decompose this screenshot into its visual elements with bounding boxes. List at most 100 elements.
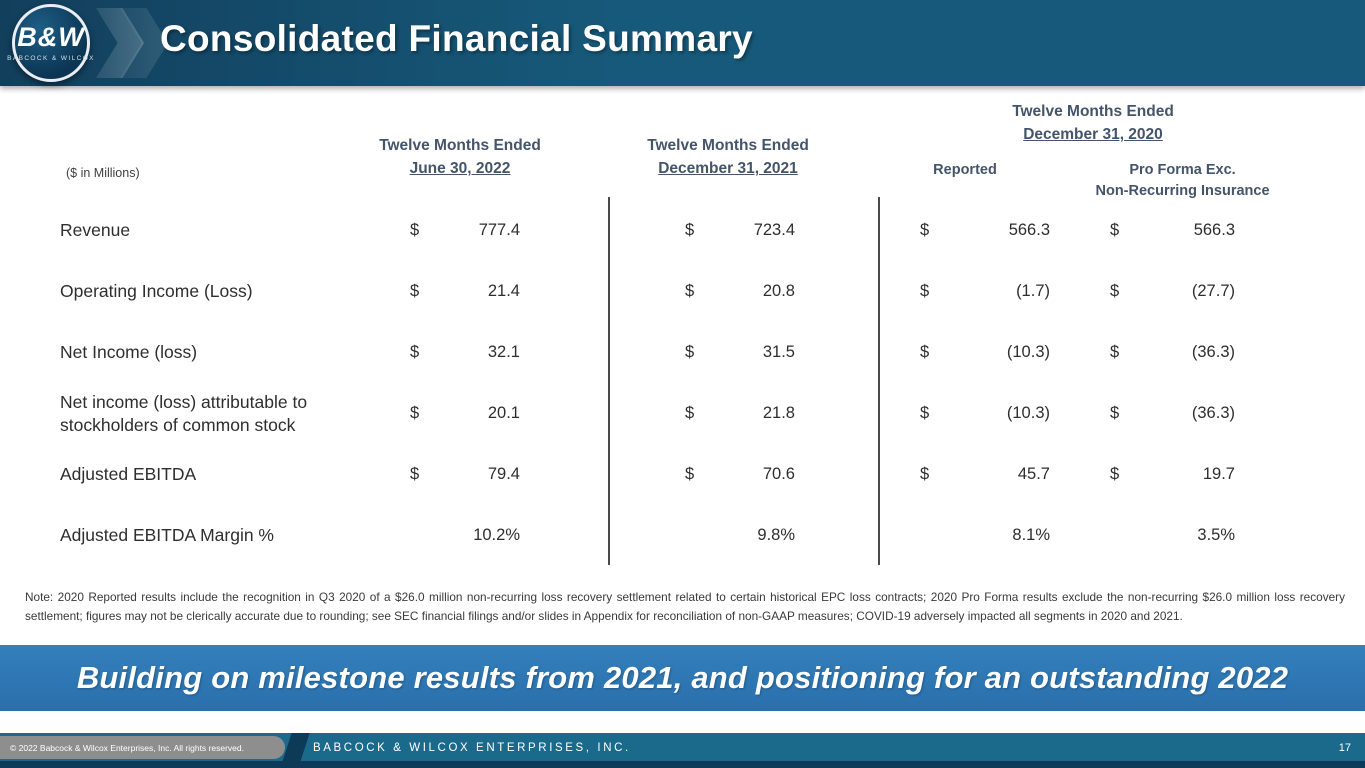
row-label: Adjusted EBITDA [60, 464, 197, 485]
row-label: Net income (loss) attributable to stockh… [60, 391, 308, 435]
money-cell: 9.8% [685, 526, 795, 545]
money-cell: $ (10.3) [920, 343, 1050, 362]
cell-value: 20.1 [487, 404, 520, 422]
table-row: Net income (loss) attributable to stockh… [60, 383, 1240, 444]
money-cell: $19.7 [1110, 465, 1235, 484]
cell-value: 19.7 [1202, 465, 1235, 483]
footer-notch [280, 733, 310, 768]
cell-value: (27.7) [1191, 282, 1235, 300]
money-cell: $20.8 [685, 282, 795, 301]
column-header-dec-2021: Twelve Months Ended December 31, 2021 [616, 134, 840, 181]
currency-symbol: $ [920, 282, 930, 300]
copyright-box: © 2022 Babcock & Wilcox Enterprises, Inc… [0, 736, 285, 759]
subcolumn-reported-label: Reported [933, 162, 997, 178]
currency-symbol: $ [920, 404, 930, 422]
money-cell: $ (10.3) [920, 404, 1050, 423]
cell-value: 566.3 [1193, 221, 1235, 239]
cell-value: 45.7 [1017, 465, 1050, 483]
money-cell: 3.5% [1110, 526, 1235, 545]
page-title: Consolidated Financial Summary [160, 18, 753, 59]
takeaway-banner: Building on milestone results from 2021,… [0, 645, 1365, 711]
row-label: Operating Income (Loss) [60, 281, 253, 302]
currency-symbol: $ [685, 465, 695, 483]
currency-symbol: $ [410, 404, 420, 422]
cell-value: 10.2% [473, 526, 520, 544]
money-cell: $32.1 [410, 343, 520, 362]
currency-symbol: $ [410, 221, 420, 239]
period-label: Twelve Months Ended [1012, 103, 1174, 120]
takeaway-banner-text: Building on milestone results from 2021,… [76, 660, 1289, 695]
table-row: Adjusted EBITDA $79.4 $70.6 $45.7 $19.7 [60, 444, 1240, 505]
currency-symbol: $ [1110, 404, 1120, 422]
column-header-dec-2020: Twelve Months Ended December 31, 2020 [968, 100, 1218, 147]
currency-symbol: $ [920, 343, 930, 361]
cell-value: 20.8 [762, 282, 795, 300]
footer-bar: © 2022 Babcock & Wilcox Enterprises, Inc… [0, 733, 1365, 768]
period-date: December 31, 2020 [1023, 126, 1163, 144]
cell-value: 21.8 [762, 404, 795, 422]
currency-symbol: $ [1110, 343, 1120, 361]
table-row: Adjusted EBITDA Margin % 10.2% 9.8% 8.1%… [60, 505, 1240, 566]
period-label: Twelve Months Ended [379, 137, 541, 154]
cell-value: 3.5% [1197, 526, 1235, 544]
currency-symbol: $ [410, 282, 420, 300]
company-logo: B&W BABCOCK & WILCOX [7, 4, 93, 82]
currency-symbol: $ [410, 465, 420, 483]
cell-value: 9.8% [757, 526, 795, 544]
money-cell: $21.4 [410, 282, 520, 301]
cell-value: 566.3 [1008, 221, 1050, 239]
cell-value: (10.3) [1006, 404, 1050, 422]
cell-value: (36.3) [1191, 404, 1235, 422]
table-row: Net Income (loss) $32.1 $31.5 $ (10.3) $ (… [60, 322, 1240, 383]
money-cell: $566.3 [920, 221, 1050, 240]
money-cell: $566.3 [1110, 221, 1235, 240]
column-divider [878, 197, 880, 565]
table-rows: Revenue $777.4 $723.4 $566.3 $566.3 Oper… [60, 200, 1240, 566]
units-label: ($ in Millions) [66, 166, 140, 180]
currency-symbol: $ [920, 221, 930, 239]
subcolumn-proforma-label: Pro Forma Exc. Non-Recurring Insurance [1075, 160, 1290, 202]
cell-value: 70.6 [762, 465, 795, 483]
row-label: Adjusted EBITDA Margin % [60, 525, 274, 546]
cell-value: 32.1 [487, 343, 520, 361]
page-number: 17 [1338, 742, 1351, 754]
money-cell: $45.7 [920, 465, 1050, 484]
currency-symbol: $ [685, 343, 695, 361]
cell-value: 79.4 [487, 465, 520, 483]
column-header-jun-2022: Twelve Months Ended June 30, 2022 [348, 134, 572, 181]
cell-value: 8.1% [1012, 526, 1050, 544]
money-cell: $ (1.7) [920, 282, 1050, 301]
cell-value: (1.7) [1016, 282, 1050, 300]
money-cell: $ (36.3) [1110, 404, 1235, 423]
currency-symbol: $ [1110, 282, 1120, 300]
row-label: Net Income (loss) [60, 342, 198, 363]
footnote: Note: 2020 Reported results include the … [25, 590, 1345, 623]
money-cell: $31.5 [685, 343, 795, 362]
currency-symbol: $ [410, 343, 420, 361]
cell-value: 21.4 [487, 282, 520, 300]
currency-symbol: $ [685, 404, 695, 422]
header-bar: B&W BABCOCK & WILCOX Consolidated Financ… [0, 0, 1365, 86]
table-row: Revenue $777.4 $723.4 $566.3 $566.3 [60, 200, 1240, 261]
cell-value: (36.3) [1191, 343, 1235, 361]
period-date: December 31, 2021 [658, 160, 798, 178]
currency-symbol: $ [1110, 465, 1120, 483]
money-cell: $79.4 [410, 465, 520, 484]
money-cell: $21.8 [685, 404, 795, 423]
money-cell: $20.1 [410, 404, 520, 423]
money-cell: $ (36.3) [1110, 343, 1235, 362]
logo-brand: B&W [17, 22, 85, 52]
currency-symbol: $ [685, 282, 695, 300]
money-cell: $777.4 [410, 221, 520, 240]
money-cell: 8.1% [920, 526, 1050, 545]
logo-subtext: BABCOCK & WILCOX [7, 55, 95, 62]
money-cell: 10.2% [410, 526, 520, 545]
company-name: BABCOCK & WILCOX ENTERPRISES, INC. [313, 742, 631, 754]
subcolumn-proforma-line2: Non-Recurring Insurance [1095, 183, 1270, 200]
copyright-text: © 2022 Babcock & Wilcox Enterprises, Inc… [10, 742, 244, 753]
row-label: Revenue [60, 220, 131, 241]
period-date: June 30, 2022 [409, 160, 511, 178]
table-row: Operating Income (Loss) $21.4 $20.8 $ (1.… [60, 261, 1240, 322]
subcolumn-proforma-line1: Pro Forma Exc. [1129, 162, 1236, 178]
